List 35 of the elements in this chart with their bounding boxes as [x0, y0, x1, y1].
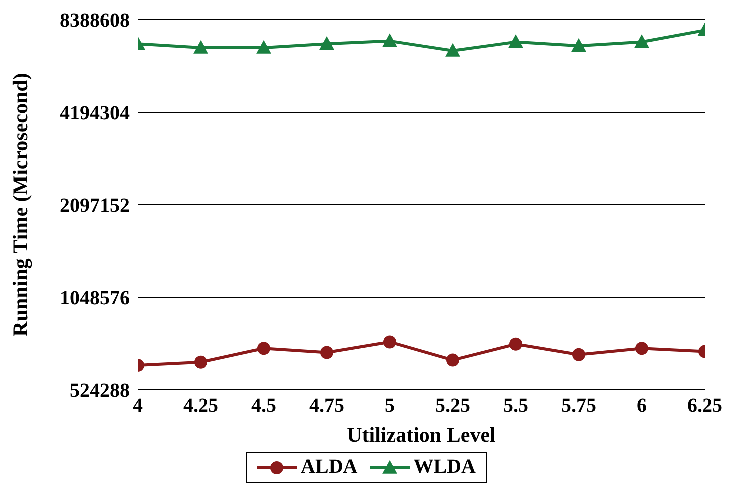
x-axis-title: Utilization Level: [347, 423, 496, 447]
y-axis-title: Running Time (Microsecond): [8, 73, 32, 337]
x-tick-label: 5: [385, 395, 395, 418]
legend-label: WLDA: [414, 456, 476, 479]
x-tick-label: 6.25: [688, 395, 722, 418]
point: [446, 354, 460, 367]
point: [510, 338, 522, 351]
point: [320, 346, 334, 360]
y-tick-label: 524288: [70, 380, 130, 402]
x-tick-label: 5.5: [504, 395, 528, 418]
x-tick-label: 4.5: [252, 395, 276, 418]
point: [384, 336, 396, 349]
y-tick-label: 1048576: [60, 288, 130, 310]
point: [634, 35, 650, 48]
point: [320, 37, 334, 50]
x-tick-label: 5.25: [436, 395, 470, 418]
point: [572, 38, 586, 52]
y-tick-label: 2097152: [60, 195, 130, 218]
x-tick-label: 5.75: [562, 395, 596, 418]
point: [382, 34, 398, 48]
point: [194, 356, 208, 369]
point: [508, 35, 524, 48]
x-tick-label: 4.75: [310, 395, 344, 418]
point: [446, 44, 460, 57]
x-tick-label: 6: [637, 395, 647, 418]
x-tick-label: 4: [133, 395, 143, 418]
point: [194, 40, 208, 54]
y-tick-label: 4194304: [60, 102, 130, 125]
legend-label: ALDA: [301, 456, 358, 479]
point: [258, 342, 270, 356]
point: [256, 40, 272, 54]
y-tick-label: 8388608: [60, 10, 130, 32]
point: [572, 348, 586, 362]
x-tick-label: 4.25: [184, 395, 218, 418]
point: [636, 342, 648, 356]
